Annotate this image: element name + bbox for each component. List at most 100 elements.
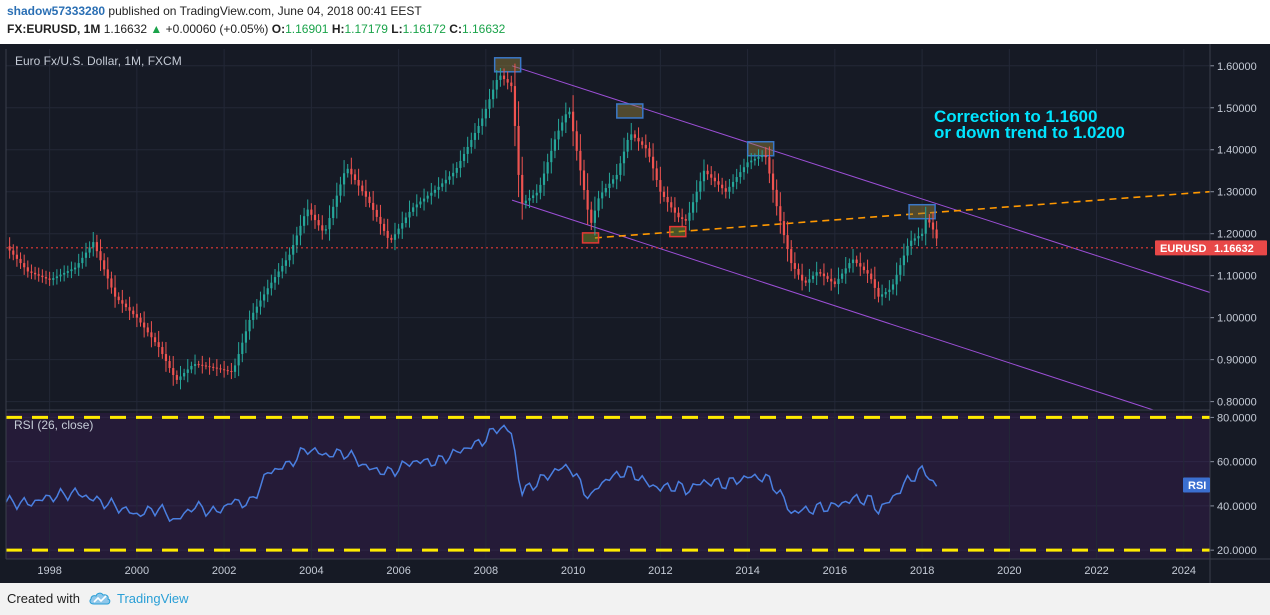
candle-body xyxy=(364,191,367,197)
time-tick-label: 2002 xyxy=(212,565,236,577)
candle-body xyxy=(655,168,658,181)
candle-body xyxy=(77,263,80,268)
candle-body xyxy=(342,173,346,185)
candle-body xyxy=(52,278,55,280)
low-label: L: xyxy=(391,22,403,36)
candle-body xyxy=(183,372,186,377)
candle-body xyxy=(430,192,433,196)
symbol-interval: FX:EURUSD, 1M xyxy=(7,22,101,36)
candle-body xyxy=(881,294,884,297)
candle-body xyxy=(739,172,742,178)
annotation-line-1[interactable]: Correction to 1.1600 xyxy=(934,107,1097,126)
candle-body xyxy=(688,212,691,221)
candle-body xyxy=(106,269,109,279)
rsi-tick-label: 80.0000 xyxy=(1217,412,1257,424)
candle-body xyxy=(88,247,91,253)
candle-body xyxy=(670,202,673,208)
candle-body xyxy=(110,278,113,288)
candle-body xyxy=(844,268,847,274)
candle-body xyxy=(59,274,62,277)
high-value: 1.17179 xyxy=(344,22,388,36)
candle-body xyxy=(830,278,833,282)
header-bar: shadow57333280 published on TradingView.… xyxy=(0,0,1270,44)
price-tick-label: 1.40000 xyxy=(1217,145,1257,157)
time-tick-label: 2018 xyxy=(910,565,934,577)
candle-body xyxy=(691,202,695,213)
footer-bar: Created with TradingView xyxy=(0,583,1270,615)
drawings[interactable] xyxy=(6,57,1211,411)
candle-body xyxy=(226,370,229,372)
candle-body xyxy=(459,160,462,168)
candle-body xyxy=(295,235,298,246)
candle-body xyxy=(495,79,498,90)
candle-body xyxy=(204,365,208,367)
annotation-line-2[interactable]: or down trend to 1.0200 xyxy=(934,123,1125,142)
last-price-value: 1.16632 xyxy=(1214,243,1254,255)
candle-body xyxy=(757,157,760,159)
candle-body xyxy=(891,284,895,290)
change-up-icon: ▲ xyxy=(150,22,163,36)
author-link[interactable]: shadow57333280 xyxy=(7,4,106,18)
candle-body xyxy=(648,148,651,157)
candle-body xyxy=(466,146,469,154)
candle-body xyxy=(568,111,571,115)
price-tick-label: 1.00000 xyxy=(1217,313,1257,325)
candle-body xyxy=(808,279,811,283)
candle-body xyxy=(859,263,862,267)
candle-body xyxy=(786,235,789,250)
candle-body xyxy=(81,257,84,264)
candle-body xyxy=(422,198,426,202)
candle-body xyxy=(793,263,796,269)
price-chart[interactable]: 0.80000 0.90000 1.00000 1.10000 1.20000 1.300… xyxy=(0,44,1270,583)
candle-body xyxy=(630,134,633,140)
candle-body xyxy=(197,364,200,366)
candle-body xyxy=(906,245,909,256)
candle-body xyxy=(713,177,716,182)
candle-body xyxy=(66,271,69,273)
candle-body xyxy=(764,155,767,158)
candle-body xyxy=(506,79,509,83)
candle-body xyxy=(513,86,517,126)
candle-body xyxy=(84,252,88,258)
candle-body xyxy=(273,277,277,283)
rsi-marker-label: RSI xyxy=(1188,480,1206,492)
tradingview-cloud-icon[interactable] xyxy=(88,590,112,613)
price-change: +0.00060 (+0.05%) xyxy=(165,22,269,36)
candle-body xyxy=(833,281,836,285)
candle-body xyxy=(37,274,40,276)
tradingview-link[interactable]: TradingView xyxy=(117,591,189,606)
candle-body xyxy=(502,75,506,80)
candle-body xyxy=(73,267,77,270)
candle-body xyxy=(517,125,520,175)
candle-body xyxy=(641,141,644,145)
candles xyxy=(8,63,938,390)
candle-body xyxy=(677,212,680,218)
candle-body xyxy=(484,108,487,119)
bottom-marker-box xyxy=(669,225,687,238)
candle-body xyxy=(684,219,687,221)
chart-area[interactable]: 0.80000 0.90000 1.00000 1.10000 1.20000 1.300… xyxy=(0,44,1270,583)
candle-body xyxy=(815,272,818,276)
last-price-marker: EURUSD 1.16632 xyxy=(1155,240,1267,256)
candle-body xyxy=(782,221,786,236)
candle-body xyxy=(455,167,458,173)
candle-body xyxy=(848,263,851,269)
candle-body xyxy=(452,172,455,177)
candle-body xyxy=(910,240,913,246)
candle-body xyxy=(372,202,375,210)
bottom-marker-box xyxy=(581,232,600,244)
candle-body xyxy=(335,195,338,207)
candle-body xyxy=(55,276,58,279)
candle-body xyxy=(393,234,397,240)
candle-body xyxy=(299,225,302,236)
candle-body xyxy=(662,191,666,197)
candle-body xyxy=(873,279,876,288)
candle-body xyxy=(855,259,858,264)
candle-body xyxy=(113,287,117,297)
candle-body xyxy=(801,274,804,281)
candle-body xyxy=(26,267,29,272)
time-tick-label: 2012 xyxy=(648,565,672,577)
last-price-box xyxy=(1155,240,1267,256)
candle-body xyxy=(695,191,698,203)
candle-body xyxy=(244,331,248,343)
